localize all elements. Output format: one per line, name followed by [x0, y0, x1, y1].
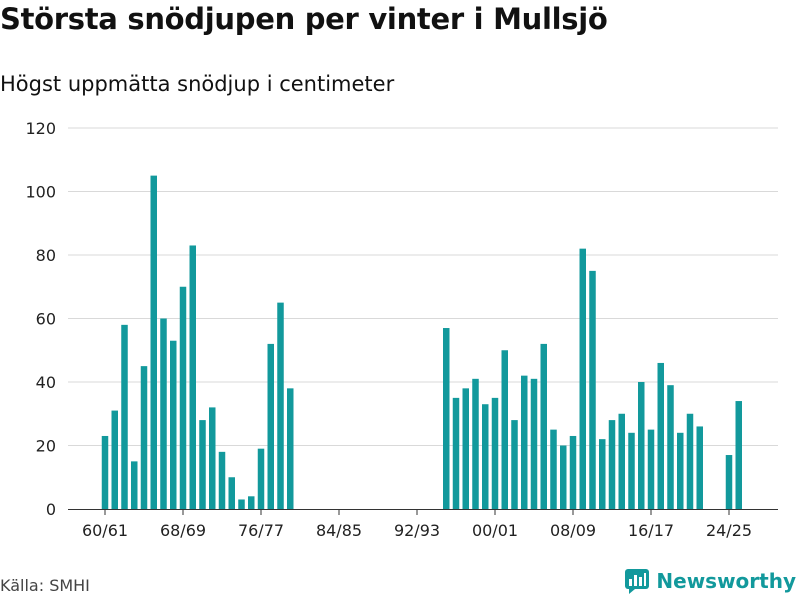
- bar-25-26: [735, 401, 742, 509]
- y-tick-label: 120: [25, 119, 56, 138]
- bar-65-66: [150, 175, 157, 509]
- bar-07-08: [560, 445, 567, 509]
- y-tick-label: 100: [25, 183, 56, 202]
- y-tick-label: 0: [46, 500, 56, 519]
- bar-71-72: [209, 407, 216, 509]
- bar-20-21: [686, 413, 694, 509]
- bar-96-97: [452, 397, 460, 509]
- bar-67-68: [170, 340, 177, 509]
- bar-79-80: [287, 388, 294, 509]
- bar-17-18: [657, 362, 664, 509]
- bar-75-76: [248, 496, 255, 509]
- y-tick-label: 60: [36, 310, 56, 329]
- y-axis-tick-labels: 0 20 40 60 80 100 120: [25, 119, 56, 519]
- bar-77-78: [267, 343, 274, 509]
- bar-19-20: [677, 432, 684, 509]
- bar-04-05: [530, 378, 538, 509]
- bar-06-07: [550, 429, 557, 509]
- x-axis: 60/61 68/69 76/77 84/85 92/93 00/01 08/09 16/17…: [68, 509, 778, 540]
- bar-00-01: [491, 397, 499, 509]
- bar-03-04: [521, 375, 528, 509]
- bar-69-70: [189, 245, 196, 509]
- bar-61-62: [111, 410, 118, 509]
- bar-66-67: [160, 318, 167, 509]
- x-tick-label: 60/61: [82, 521, 128, 540]
- x-tick-label: 24/25: [706, 521, 752, 540]
- bar-chart-icon: [625, 569, 650, 594]
- brand-name: Newsworthy: [656, 569, 796, 593]
- chart-subtitle: Högst uppmätta snödjup i centimeter: [0, 72, 395, 96]
- bar-76-77: [257, 448, 265, 509]
- gridlines: [68, 127, 778, 446]
- bar-15-16: [638, 382, 645, 509]
- bar-64-65: [140, 366, 148, 509]
- bar-62-63: [121, 324, 128, 509]
- x-tick-label: 16/17: [628, 521, 674, 540]
- bar-68-69: [179, 286, 187, 509]
- bar-95-96: [443, 328, 450, 509]
- x-tick-label: 00/01: [472, 521, 518, 540]
- bar-14-15: [628, 432, 635, 509]
- bar-60-61: [101, 435, 109, 509]
- bar-73-74: [228, 477, 235, 509]
- y-tick-label: 40: [36, 373, 56, 392]
- newsworthy-logo: Newsworthy: [624, 568, 796, 594]
- bar-97-98: [462, 388, 469, 509]
- bar-24-25: [725, 455, 733, 509]
- bar-74-75: [238, 499, 245, 509]
- bar-05-06: [540, 343, 547, 509]
- bar-12-13: [608, 420, 616, 509]
- bar-02-03: [511, 420, 518, 509]
- bars: [101, 175, 742, 509]
- bar-18-19: [667, 385, 674, 509]
- x-tick-label: 76/77: [238, 521, 284, 540]
- x-tick-label: 92/93: [394, 521, 440, 540]
- bar-13-14: [618, 413, 625, 509]
- bar-70-71: [199, 420, 206, 509]
- y-tick-label: 80: [36, 246, 56, 265]
- bar-63-64: [131, 461, 138, 509]
- source-note: Källa: SMHI: [0, 576, 90, 595]
- bar-01-02: [501, 350, 508, 509]
- bar-98-99: [472, 378, 479, 509]
- bar-16-17: [647, 429, 655, 509]
- bar-11-12: [599, 439, 606, 509]
- y-tick-label: 20: [36, 437, 56, 456]
- x-tick-label: 68/69: [160, 521, 206, 540]
- bar-09-10: [579, 248, 586, 509]
- x-tick-label: 08/09: [550, 521, 596, 540]
- bar-99-00: [482, 404, 489, 509]
- bar-08-09: [569, 435, 577, 509]
- x-tick-label: 84/85: [316, 521, 362, 540]
- bar-10-11: [589, 270, 596, 509]
- bar-78-79: [277, 302, 284, 509]
- bar-21-22: [696, 426, 703, 509]
- chart-title: Största snödjupen per vinter i Mullsjö: [0, 2, 608, 36]
- bar-72-73: [218, 451, 226, 509]
